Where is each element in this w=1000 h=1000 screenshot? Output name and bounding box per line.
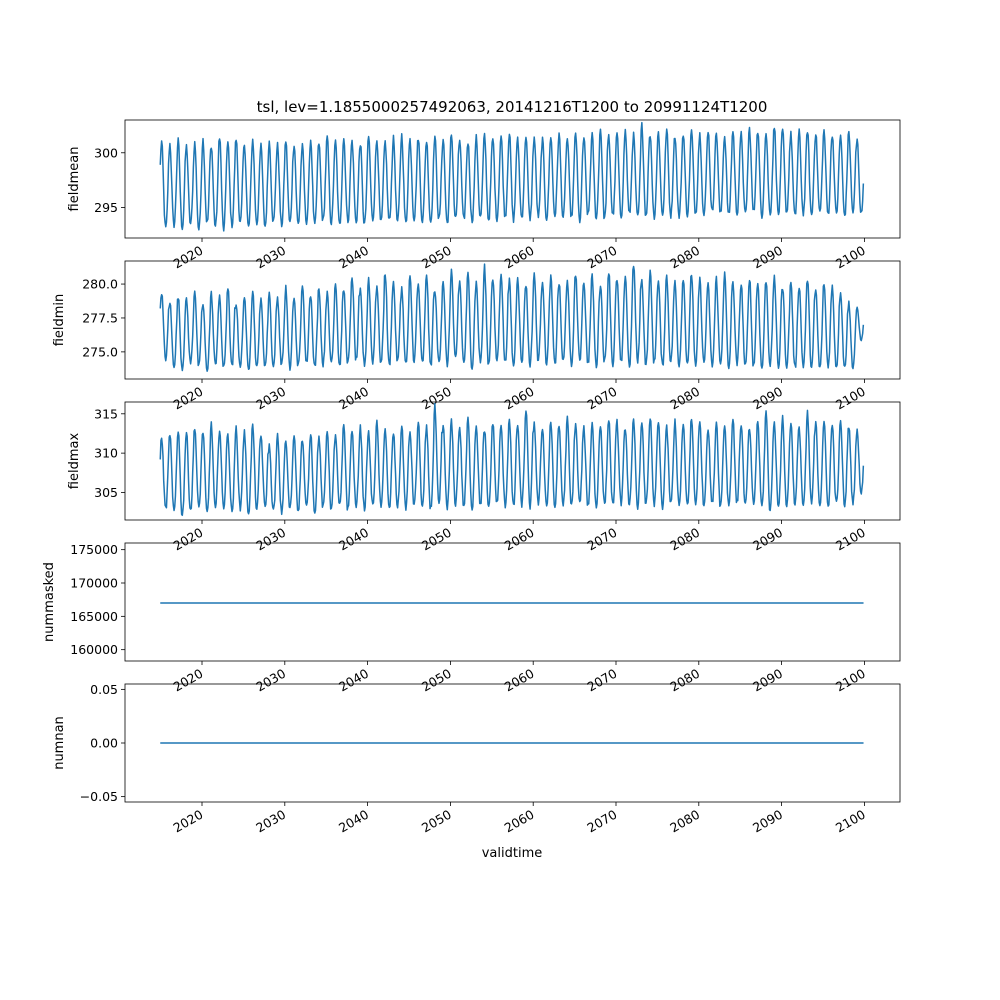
y-axis-label-fieldmax: fieldmax — [67, 433, 82, 490]
y-tick-label-fieldmin: 280.0 — [82, 277, 118, 292]
y-axis-label-fieldmean: fieldmean — [67, 147, 82, 212]
y-tick-label-numnan: 0.05 — [90, 682, 118, 697]
y-tick-label-fieldmin: 277.5 — [82, 310, 118, 325]
y-tick-label-numnan: −0.05 — [80, 789, 118, 804]
y-tick-label-fieldmax: 310 — [94, 446, 118, 461]
y-axis-label-numnan: numnan — [52, 716, 67, 770]
axes-frame-fieldmin — [124, 260, 901, 380]
y-tick-label-nummasked: 165000 — [70, 609, 118, 624]
axes-frame-nummasked — [124, 542, 901, 662]
y-tick-label-nummasked: 160000 — [70, 642, 118, 657]
axes-frame-fieldmean — [124, 119, 901, 239]
y-tick-label-nummasked: 170000 — [70, 576, 118, 591]
x-axis-label: validtime — [482, 846, 543, 861]
y-tick-label-fieldmean: 295 — [94, 200, 118, 215]
y-tick-label-fieldmean: 300 — [94, 145, 118, 160]
y-tick-label-fieldmin: 275.0 — [82, 344, 118, 359]
chart-title: tsl, lev=1.1855000257492063, 20141216T12… — [257, 98, 768, 116]
series-line-fieldmax — [159, 402, 865, 517]
y-tick-label-fieldmax: 315 — [94, 406, 118, 421]
y-axis-label-fieldmin: fieldmin — [52, 294, 67, 347]
series-line-fieldmean — [159, 121, 865, 232]
y-tick-label-numnan: 0.00 — [90, 736, 118, 751]
y-tick-label-fieldmax: 305 — [94, 485, 118, 500]
y-tick-label-nummasked: 175000 — [70, 542, 118, 557]
axes-frame-fieldmax — [124, 401, 901, 521]
y-axis-label-nummasked: nummasked — [42, 562, 57, 642]
series-line-fieldmin — [159, 263, 865, 372]
